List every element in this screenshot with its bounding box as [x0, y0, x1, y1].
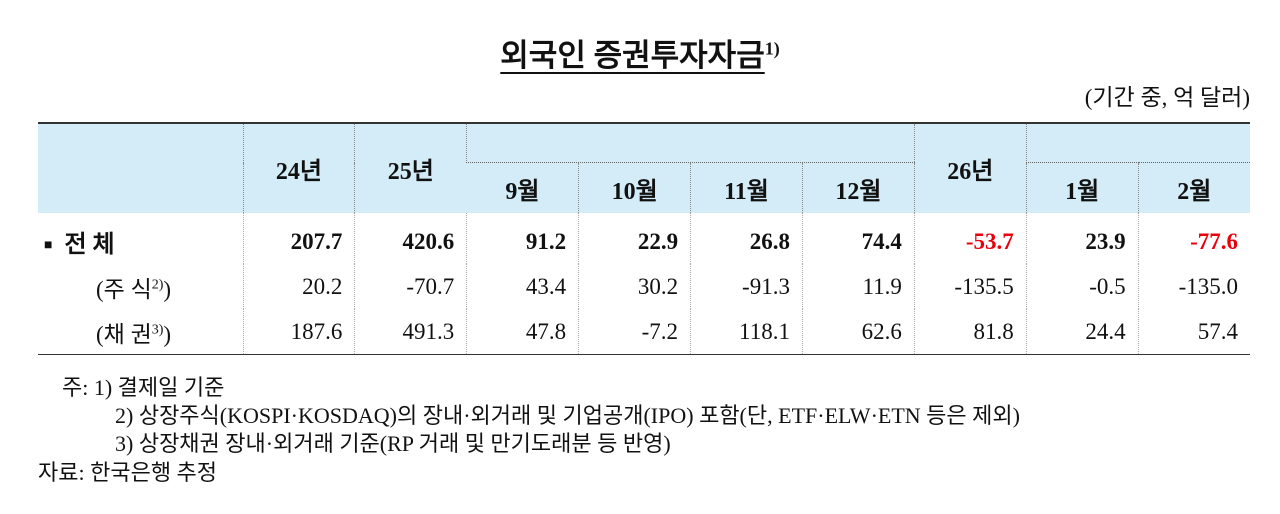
label-text: 전 체	[64, 232, 115, 258]
label: (채 권3))	[38, 322, 171, 347]
cell: 47.8	[466, 309, 579, 355]
data-table: 24년 25년 26년 9월 10월 11월 12월 1월 2월 ■ 전 체 207.7 420.6 9…	[38, 122, 1251, 355]
label: (주 식2))	[38, 277, 171, 302]
header-cell: 11월	[690, 162, 803, 213]
cell: 22.9	[578, 213, 691, 264]
header-cell: 9월	[466, 162, 579, 213]
cell: 74.4	[801, 213, 915, 264]
header-cell: 12월	[801, 162, 915, 213]
cell: -135.0	[1137, 264, 1251, 309]
cell: 30.2	[578, 264, 691, 309]
row-label: ■ 전 체	[38, 213, 243, 264]
source: 자료: 한국은행 추정	[38, 460, 218, 485]
header-cell: 26년	[913, 123, 1027, 213]
header-cell: 1월	[1025, 162, 1139, 213]
header-cell: 2월	[1137, 162, 1251, 213]
header-cell: 25년	[354, 123, 467, 213]
note-item: 2) 상장주식(KOSPI·KOSDAQ)의 장내·외거래 및 기업공개(IPO…	[115, 403, 1020, 428]
cell: 420.6	[354, 213, 467, 264]
unit: (기간 중, 억 달러)	[1084, 85, 1250, 110]
note-item: 3) 상장채권 장내·외거래 기준(RP 거래 및 만기도래분 등 반영)	[115, 431, 671, 456]
cell: -70.7	[354, 264, 467, 309]
footnote-ref: 2)	[151, 276, 164, 292]
cell: 62.6	[801, 309, 915, 355]
paren: )	[163, 321, 172, 347]
paren: )	[163, 276, 172, 302]
cell: 20.2	[242, 264, 355, 309]
note-label: 주:	[62, 375, 89, 400]
cell: 24.4	[1025, 309, 1139, 355]
cell: 187.6	[242, 309, 355, 355]
cell: 118.1	[690, 309, 803, 355]
row: ■ 전 체 207.7 420.6 91.2 22.9 26.8 74.4 -53.7 23.9-…	[38, 213, 1251, 264]
paren: (	[96, 276, 104, 302]
label: 전 체	[64, 232, 114, 258]
label-text: 채 권	[103, 321, 152, 347]
cell: 11.9	[801, 264, 915, 309]
header-cell: 10월	[578, 162, 691, 213]
note-item: 1) 결제일 기준	[93, 375, 225, 400]
label-text: 주 식	[103, 276, 152, 302]
cell: 81.8	[913, 309, 1027, 355]
cell: -77.6	[1137, 213, 1251, 264]
cell: -7.2	[578, 309, 691, 355]
cell: 43.4	[466, 264, 579, 309]
title-text: 외국인 증권투자자금	[500, 38, 765, 73]
header-cell	[38, 123, 243, 213]
marker: ■	[44, 238, 53, 253]
header-row: 9월 10월 11월 12월 1월 2월	[38, 162, 1251, 213]
header-group	[1025, 123, 1251, 163]
cell: -0.5	[1025, 264, 1139, 309]
paren: (	[96, 321, 104, 347]
cell: 491.3	[354, 309, 467, 355]
cell: 91.2	[466, 213, 579, 264]
row-label: (주 식2))	[38, 264, 243, 309]
cell: -53.7	[913, 213, 1027, 264]
row: (주 식2)) 20.2 -70.7 43.4 30.2 -91.3 11.9 -135.5-…	[38, 264, 1251, 309]
cell: 207.7	[242, 213, 355, 264]
title: 외국인 증권투자자금1)	[0, 30, 1280, 75]
row: (채 권3)) 187.6 491.3 47.8 -7.2 118.1 62.6 81.8 24…	[38, 309, 1251, 355]
header-cell: 24년	[242, 123, 355, 213]
cell: 26.8	[690, 213, 803, 264]
title-note: 1)	[764, 38, 780, 59]
note: 주: 1) 결제일 기준	[62, 370, 224, 402]
cell: -135.5	[913, 264, 1027, 309]
header-group	[466, 123, 915, 163]
header-row: 24년 25년 26년	[38, 123, 1251, 213]
cell: 23.9	[1025, 213, 1139, 264]
footnote-ref: 3)	[151, 321, 164, 337]
cell: -91.3	[690, 264, 803, 309]
cell: 57.4	[1137, 309, 1251, 355]
row-label: (채 권3))	[38, 309, 243, 355]
